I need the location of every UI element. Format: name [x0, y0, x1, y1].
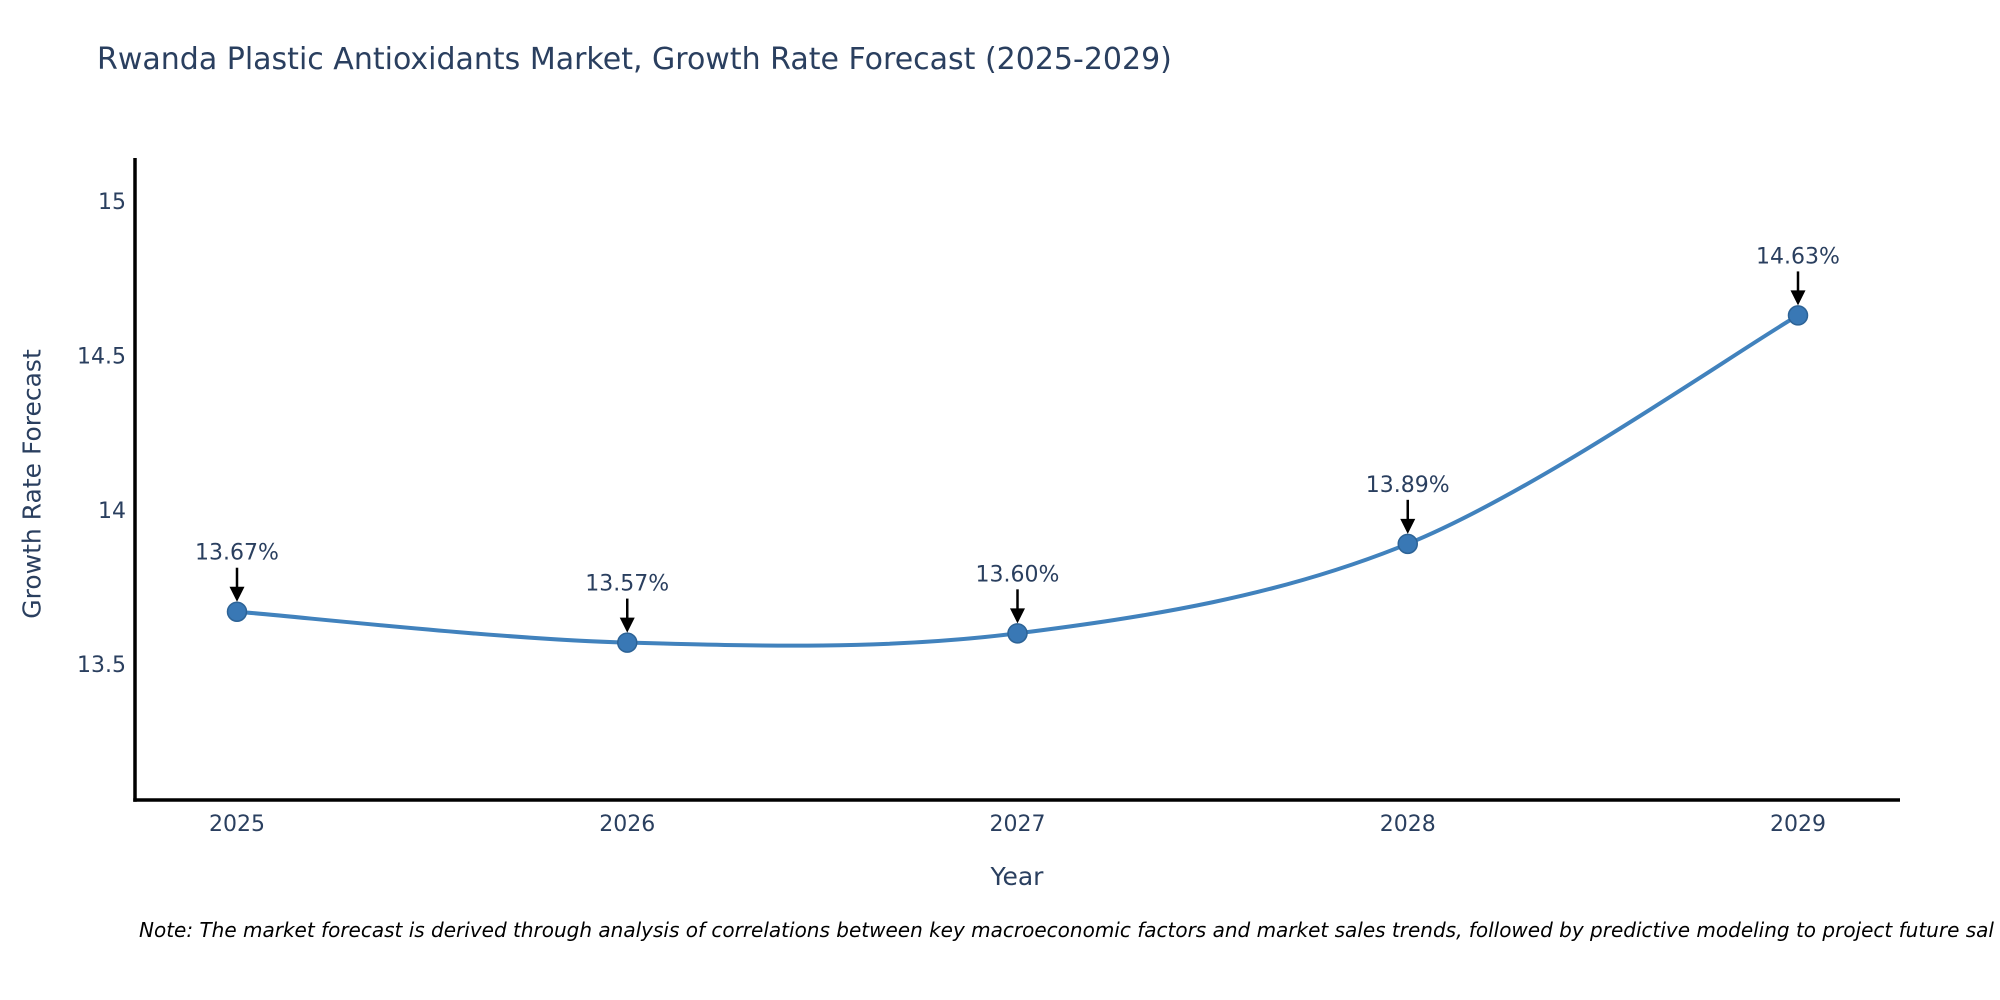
data-point-label: 13.60%: [976, 562, 1060, 587]
data-point-label: 13.67%: [195, 541, 279, 566]
y-tick-label: 15: [98, 190, 126, 215]
data-point-label: 13.89%: [1366, 473, 1450, 498]
annotation-arrowhead: [1010, 608, 1025, 624]
y-tick-label: 14.5: [77, 345, 126, 370]
footnote: Note: The market forecast is derived thr…: [139, 918, 1994, 942]
data-point-label: 13.57%: [585, 572, 669, 597]
data-point-marker: [226, 601, 248, 622]
chart-title: Rwanda Plastic Antioxidants Market, Grow…: [97, 42, 1172, 77]
x-tick-label: 2029: [1770, 812, 1826, 837]
data-point-marker: [1007, 623, 1028, 644]
annotation-arrowhead: [229, 586, 245, 602]
annotation-arrowhead: [619, 617, 635, 633]
data-point-marker: [1397, 533, 1418, 555]
x-tick-label: 2026: [599, 812, 655, 837]
x-axis-title: Year: [990, 862, 1044, 891]
y-tick-label: 14: [98, 499, 126, 524]
annotation-arrowhead: [1400, 518, 1416, 534]
y-tick-label: 13.5: [77, 653, 126, 678]
y-axis-title: Growth Rate Forecast: [17, 349, 47, 619]
data-point-label: 14.63%: [1756, 244, 1840, 269]
data-point-marker: [1787, 305, 1809, 326]
x-tick-label: 2025: [209, 812, 265, 837]
x-tick-label: 2028: [1380, 812, 1436, 837]
x-tick-label: 2027: [990, 812, 1046, 837]
data-point-marker: [617, 632, 638, 653]
annotation-arrowhead: [1790, 290, 1806, 306]
